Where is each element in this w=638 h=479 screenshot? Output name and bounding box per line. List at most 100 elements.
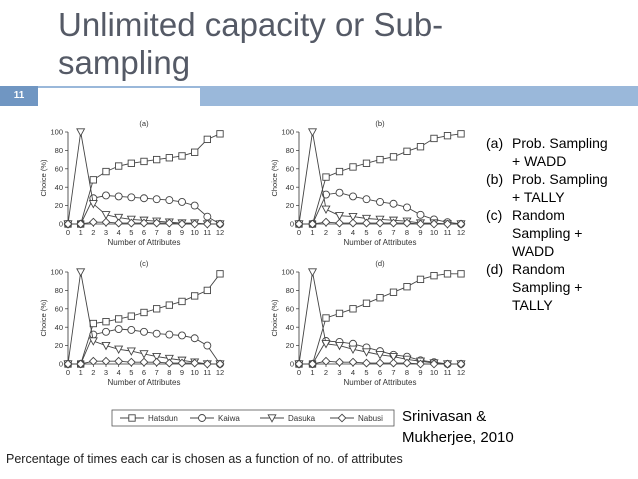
x-tick-label: 7 [391,368,395,377]
data-point-dasuka [126,347,136,356]
note-text: Prob. Sampling + WADD [512,135,608,169]
data-point-kaiwa [127,326,136,334]
x-tick-label: 2 [324,228,328,237]
x-tick-label: 4 [351,228,355,237]
x-axis-label: Number of Attributes [344,378,417,387]
note-d: (d) Random Sampling + TALLY [486,260,612,314]
data-point-hatsdun [335,309,344,318]
data-point-hatsdun [322,314,330,322]
data-point-kaiwa [140,327,148,336]
data-point-hatsdun [140,157,148,166]
x-tick-label: 5 [364,368,368,377]
y-tick-label: 80 [55,146,63,155]
data-point-dasuka [321,340,331,349]
data-point-dasuka [307,268,318,277]
note-c: (c) Random Sampling + WADD [486,206,612,260]
x-tick-label: 9 [418,368,422,377]
data-point-hatsdun [153,305,161,313]
data-point-nabusi [308,219,317,229]
data-point-hatsdun [403,147,411,155]
data-point-hatsdun [191,292,199,300]
data-point-hatsdun [416,143,425,151]
data-point-hatsdun [362,159,371,167]
y-tick-label: 0 [290,220,294,229]
data-point-nabusi [164,218,174,228]
data-point-dasuka [101,211,111,220]
x-tick-label: 12 [216,368,224,377]
data-point-dasuka [88,200,98,209]
x-tick-label: 7 [391,228,395,237]
x-tick-label: 6 [142,228,146,237]
y-tick-label: 40 [55,183,63,192]
x-tick-label: 8 [405,368,409,377]
data-point-hatsdun [178,297,186,306]
data-point-kaiwa [389,199,398,208]
x-tick-label: 1 [310,228,314,237]
data-point-hatsdun [127,159,135,167]
y-tick-label: 20 [55,201,63,210]
x-tick-label: 8 [405,228,409,237]
data-point-nabusi [335,357,344,367]
data-point-nabusi [294,219,304,229]
data-point-hatsdun [115,162,123,170]
data-point-nabusi [101,356,111,366]
x-tick-label: 12 [216,228,224,237]
series-dasuka [294,268,466,369]
data-point-nabusi [456,219,466,229]
data-point-kaiwa [165,330,174,339]
x-tick-label: 6 [378,228,382,237]
y-tick-label: 80 [286,146,294,155]
title-bar-right [200,86,638,106]
x-tick-label: 11 [444,228,452,237]
data-point-kaiwa [140,194,148,203]
y-tick-label: 0 [290,360,294,369]
data-point-nabusi [335,218,344,228]
data-point-dasuka [101,341,111,351]
data-point-hatsdun [403,283,411,291]
series-dasuka [63,268,225,369]
panel-label: (b) [375,119,385,128]
data-point-hatsdun [89,319,97,328]
data-point-nabusi [375,358,385,368]
data-point-dasuka [139,350,149,359]
data-point-hatsdun [153,155,161,164]
data-point-kaiwa [102,327,110,336]
note-b: (b) Prob. Sampling + TALLY [486,170,612,206]
data-point-hatsdun [140,308,148,317]
data-point-dasuka [114,213,124,223]
slide-number: 11 [13,90,25,101]
panel-label: (c) [140,259,149,268]
data-point-nabusi [308,359,317,369]
data-point-hatsdun [178,152,186,160]
data-point-hatsdun [89,176,97,184]
data-point-kaiwa [152,329,161,338]
x-tick-label: 8 [167,368,171,377]
data-point-nabusi [402,358,412,368]
data-point-kaiwa [416,210,425,219]
y-tick-label: 60 [55,304,63,313]
x-tick-label: 10 [190,368,198,377]
figure-caption: Percentage of times each car is chosen a… [6,452,403,466]
data-point-dasuka [88,337,98,346]
data-point-hatsdun [376,155,384,164]
data-point-nabusi [215,359,225,369]
data-point-nabusi [389,218,398,228]
data-point-nabusi [294,359,304,369]
data-point-nabusi [114,356,124,366]
panel-notes: (a) Prob. Sampling + WADD (b) Prob. Sampli… [486,134,612,314]
y-axis-label: Choice (%) [270,159,279,197]
note-label: (b) [486,171,504,187]
x-tick-label: 10 [190,228,198,237]
y-tick-label: 20 [286,201,294,210]
note-text: Random Sampling + WADD [512,207,583,259]
legend-entry-hatsdun: Hatsdun [120,414,178,423]
x-tick-label: 3 [104,228,108,237]
data-point-hatsdun [349,163,357,171]
x-tick-label: 4 [117,228,121,237]
data-point-nabusi [202,219,212,229]
data-point-dasuka [152,352,162,362]
data-point-nabusi [443,359,452,369]
y-tick-label: 40 [286,323,294,332]
